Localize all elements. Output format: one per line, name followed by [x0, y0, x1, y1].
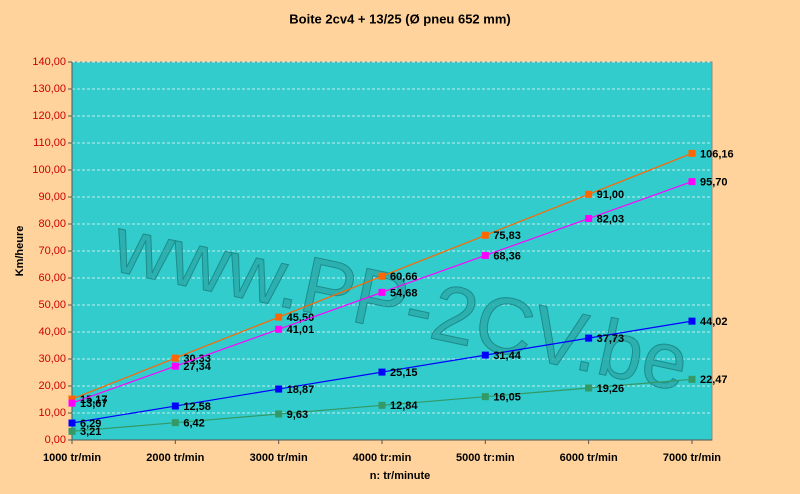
data-label: 12,58	[183, 401, 211, 413]
data-label: 25,15	[390, 367, 418, 379]
data-label: 6,29	[80, 418, 101, 430]
y-axis-label: Km/heure	[14, 226, 26, 277]
x-tick-label: 4000 tr:min	[353, 452, 412, 464]
y-tick-label: 140,00	[32, 56, 66, 68]
marker	[688, 317, 696, 325]
marker	[68, 427, 76, 435]
marker	[585, 334, 593, 342]
marker	[585, 215, 593, 223]
x-axis-label: n: tr/minute	[370, 470, 431, 482]
marker	[68, 399, 76, 407]
marker	[171, 354, 179, 362]
x-tick-label: 2000 tr/min	[146, 452, 204, 464]
y-tick-label: 0,00	[45, 434, 66, 446]
data-label: 75,83	[493, 230, 521, 242]
data-label: 13,67	[80, 398, 108, 410]
marker	[688, 149, 696, 157]
marker	[378, 401, 386, 409]
chart-title: Boite 2cv4 + 13/25 (Ø pneu 652 mm)	[289, 11, 510, 26]
y-tick-label: 100,00	[32, 164, 66, 176]
data-label: 82,03	[597, 213, 625, 225]
marker	[481, 351, 489, 359]
y-tick-label: 20,00	[38, 380, 66, 392]
data-label: 9,63	[287, 409, 308, 421]
data-label: 106,16	[700, 148, 734, 160]
marker	[378, 272, 386, 280]
marker	[688, 178, 696, 186]
y-tick-label: 110,00	[33, 137, 66, 149]
y-tick-label: 70,00	[38, 245, 66, 257]
marker	[275, 385, 283, 393]
data-label: 68,36	[493, 250, 521, 262]
data-label: 54,68	[390, 287, 418, 299]
marker	[481, 393, 489, 401]
data-label: 60,66	[390, 271, 418, 283]
data-label: 91,00	[597, 189, 625, 201]
y-tick-label: 50,00	[38, 299, 66, 311]
y-tick-label: 10,00	[38, 407, 66, 419]
marker	[68, 419, 76, 427]
marker	[378, 368, 386, 376]
data-label: 16,05	[493, 392, 521, 404]
y-tick-label: 40,00	[38, 326, 66, 338]
data-label: 15,17	[80, 394, 108, 406]
data-label: 31,44	[493, 350, 521, 362]
data-label: 3,21	[80, 426, 101, 438]
marker	[688, 375, 696, 383]
marker	[585, 384, 593, 392]
y-tick-label: 60,00	[38, 272, 66, 284]
data-label: 6,42	[183, 418, 204, 430]
marker	[275, 325, 283, 333]
marker	[378, 288, 386, 296]
y-tick-label: 120,00	[32, 110, 66, 122]
data-label: 41,01	[287, 324, 315, 336]
data-label: 18,87	[287, 384, 315, 396]
data-label: 22,47	[700, 374, 728, 386]
x-tick-label: 5000 tr:min	[456, 452, 515, 464]
y-tick-label: 90,00	[38, 191, 66, 203]
marker	[171, 402, 179, 410]
data-label: 44,02	[700, 316, 728, 328]
y-tick-label: 130,00	[32, 83, 66, 95]
y-tick-label: 30,00	[38, 353, 66, 365]
data-label: 27,34	[183, 361, 211, 373]
marker	[275, 313, 283, 321]
data-label: 12,84	[390, 400, 418, 412]
x-tick-label: 6000 tr/min	[560, 452, 618, 464]
marker	[481, 231, 489, 239]
marker	[68, 395, 76, 403]
marker	[171, 362, 179, 370]
data-label: 37,73	[597, 333, 625, 345]
x-tick-label: 3000 tr/min	[250, 452, 308, 464]
x-tick-label: 7000 tr/min	[663, 452, 721, 464]
marker	[585, 190, 593, 198]
marker	[275, 410, 283, 418]
x-tick-label: 1000 tr/min	[43, 452, 101, 464]
data-label: 45,50	[287, 312, 315, 324]
marker	[171, 419, 179, 427]
data-label: 19,26	[597, 383, 625, 395]
marker	[481, 251, 489, 259]
y-tick-label: 80,00	[38, 218, 66, 230]
data-label: 95,70	[700, 177, 728, 189]
